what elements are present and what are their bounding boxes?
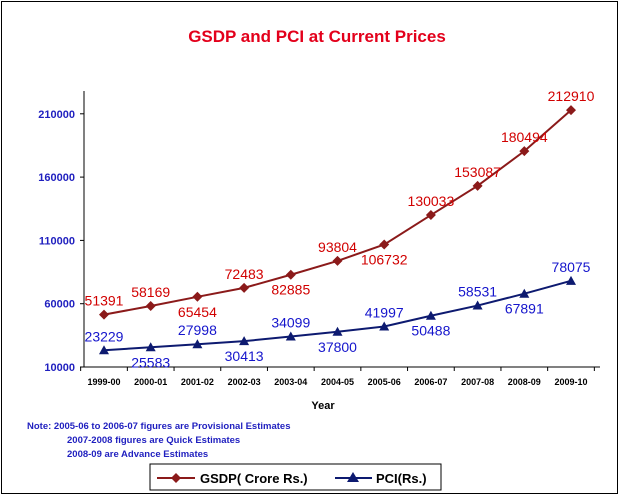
x-axis-label: Year	[311, 400, 335, 412]
pci-point	[145, 342, 156, 352]
pci-point	[332, 326, 343, 336]
pci-data-label: 50488	[411, 323, 450, 339]
y-tick-label: 210000	[38, 109, 75, 121]
y-tick-label: 10000	[44, 362, 75, 374]
gsdp-point	[332, 255, 343, 266]
gsdp-point	[239, 282, 250, 293]
x-tick-label: 2000-01	[134, 377, 167, 387]
pci-data-label: 23229	[85, 328, 124, 344]
pci-point	[519, 288, 530, 298]
x-ticks: 1999-00 2000-01 2001-02 2002-03 2003-04 2004-…	[80, 367, 595, 387]
pci-point	[99, 345, 109, 355]
pci-data-label: 41997	[365, 304, 404, 320]
pci-point	[192, 339, 203, 349]
x-tick-label: 2004-05	[321, 377, 354, 387]
pci-point	[566, 275, 576, 285]
gsdp-data-label: 212910	[548, 88, 595, 104]
series-layer	[99, 105, 576, 355]
x-tick-label: 2007-08	[461, 377, 494, 387]
gsdp-data-label: 65454	[178, 304, 217, 320]
legend-triangle-icon	[347, 472, 359, 482]
gsdp-data-label: 106732	[361, 252, 408, 268]
x-tick-label: 2002-03	[228, 377, 261, 387]
x-tick-label: 2005-06	[368, 377, 401, 387]
pci-data-label: 27998	[178, 322, 217, 338]
legend-label-pci: PCI(Rs.)	[376, 471, 427, 486]
gsdp-point	[192, 291, 203, 302]
pci-point	[379, 321, 390, 331]
pci-data-label: 34099	[271, 314, 310, 330]
pci-data-label: 58531	[458, 284, 497, 300]
pci-point	[472, 300, 483, 310]
x-tick-label: 2008-09	[508, 377, 541, 387]
gsdp-data-label: 153087	[454, 164, 501, 180]
pci-data-label: 25583	[131, 354, 170, 370]
notes: Note: 2005-06 to 2006-07 figures are Pro…	[27, 421, 290, 460]
gsdp-data-label: 72483	[225, 266, 264, 282]
x-tick-label: 2009-10	[554, 377, 587, 387]
gsdp-data-label: 130033	[408, 193, 455, 209]
legend-diamond-icon	[171, 473, 181, 483]
gsdp-data-label: 93804	[318, 239, 357, 255]
legend: GSDP( Crore Rs.) PCI(Rs.)	[149, 463, 442, 491]
y-tick-label: 160000	[38, 172, 75, 184]
gsdp-point	[145, 301, 156, 312]
x-tick-label: 2001-02	[181, 377, 214, 387]
y-tick-label: 60000	[44, 299, 75, 311]
gsdp-data-label: 82885	[271, 282, 310, 298]
gsdp-data-label: 58169	[131, 284, 170, 300]
pci-data-label: 37800	[318, 339, 357, 355]
pci-data-label: 67891	[505, 301, 544, 317]
gsdp-point	[379, 239, 390, 250]
pci-point	[285, 331, 296, 341]
pci-data-label: 78075	[552, 259, 591, 275]
note-line: Note: 2005-06 to 2006-07 figures are Pro…	[27, 421, 290, 432]
legend-box	[149, 463, 442, 491]
gsdp-point	[99, 309, 109, 320]
x-tick-label: 2006-07	[414, 377, 447, 387]
gsdp-point	[472, 180, 483, 191]
gsdp-data-label: 180494	[501, 129, 548, 145]
pci-point	[425, 310, 436, 320]
y-tick-label: 110000	[39, 235, 75, 247]
gsdp-point	[285, 269, 296, 280]
gsdp-data-label: 51391	[85, 293, 124, 309]
pci-data-label: 30413	[225, 348, 264, 364]
note-line: 2008-09 are Advance Estimates	[67, 449, 208, 460]
gsdp-point	[425, 210, 436, 221]
x-tick-label: 1999-00	[87, 377, 120, 387]
gsdp-point	[519, 146, 530, 157]
chart-title: GSDP and PCI at Current Prices	[188, 27, 446, 46]
legend-label-gsdp: GSDP( Crore Rs.)	[200, 471, 308, 486]
gsdp-point	[566, 105, 576, 116]
y-ticks: 10000 60000 110000 160000 210000	[38, 109, 84, 374]
note-line: 2007-2008 figures are Quick Estimates	[67, 435, 240, 446]
pci-point	[239, 336, 250, 346]
x-tick-label: 2003-04	[274, 377, 307, 387]
